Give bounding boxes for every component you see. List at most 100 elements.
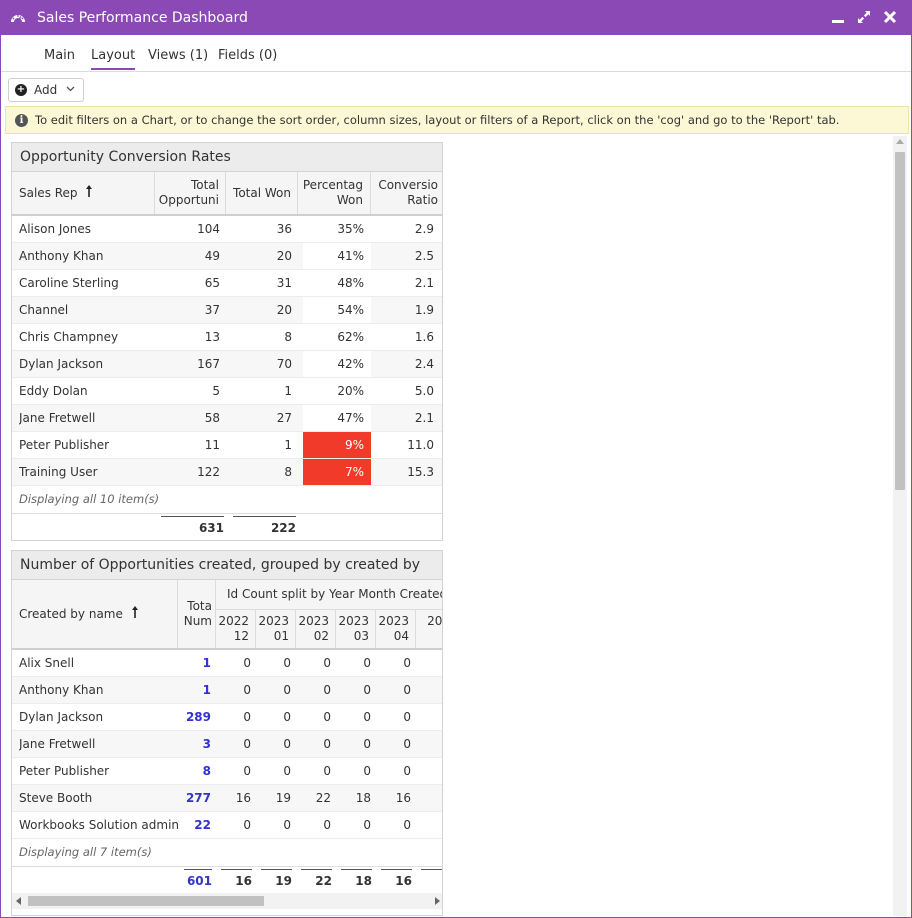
report-item-count: Displaying all 7 item(s): [12, 839, 442, 867]
table-row: Caroline Sterling 65 31 48% 2.1: [12, 270, 442, 297]
month-count-cell: [416, 758, 442, 784]
total-number-link[interactable]: 289: [185, 710, 211, 724]
created-by-name-cell: Anthony Khan: [19, 683, 104, 697]
total-number-link[interactable]: 22: [194, 818, 211, 832]
month-count-cell: 0: [243, 737, 251, 751]
percentage-won-cell: 47%: [303, 405, 371, 431]
conversion-ratio-cell: 1.6: [414, 330, 434, 344]
table-row: Alison Jones 104 36 35% 2.9: [12, 216, 442, 243]
month-count-cell: 0: [283, 710, 291, 724]
conversion-ratio-cell: 2.1: [414, 411, 434, 425]
total-won-cell: 1: [284, 384, 292, 398]
total-won-cell: 31: [276, 276, 292, 290]
vertical-scrollbar[interactable]: [893, 136, 907, 916]
column-header-conversion-ratio[interactable]: Conversio Ratio: [371, 172, 442, 214]
total-opportunities-cell: 13: [204, 330, 220, 344]
total-number-link[interactable]: 1: [202, 656, 211, 670]
total-opportunities-cell: 5: [212, 384, 220, 398]
header-line: 01: [273, 629, 289, 643]
report-body: Alix Snell 1 0 0 0 0 0 Anthony Khan 1 0 0 0 0 0 Dylan …: [12, 650, 442, 839]
window-title: Sales Performance Dashboard: [37, 10, 248, 26]
tab-views[interactable]: Views (1): [148, 48, 209, 63]
sales-rep-cell: Anthony Khan: [19, 249, 104, 263]
table-row: Dylan Jackson 167 70 42% 2.4: [12, 351, 442, 378]
table-row: Steve Booth 277 16 19 22 18 16 2: [12, 785, 442, 812]
scroll-right-arrow-icon[interactable]: [435, 897, 440, 905]
column-header-month[interactable]: 2023 01: [256, 610, 296, 648]
add-button[interactable]: + Add: [8, 78, 84, 102]
minimize-icon[interactable]: [830, 9, 846, 25]
total-number-link[interactable]: 3: [202, 737, 211, 751]
column-header-month[interactable]: 2020: [416, 610, 442, 648]
month-count-cell: 0: [363, 818, 371, 832]
total-won-cell: 20: [276, 249, 292, 263]
month-count-cell: 0: [283, 818, 291, 832]
month-count-cell: [416, 731, 442, 757]
horizontal-scroll-thumb[interactable]: [28, 896, 264, 906]
header-line: 2023: [338, 614, 369, 628]
report-totals-row: 601 16 19 22 18 16: [12, 867, 442, 891]
percentage-won-cell: 54%: [303, 297, 371, 323]
close-icon[interactable]: [882, 9, 898, 25]
month-count-cell: 19: [275, 791, 291, 805]
sales-rep-cell: Peter Publisher: [19, 438, 110, 452]
column-header-month[interactable]: 2023 04: [376, 610, 416, 648]
report-header-row: Sales Rep Total Opportuni Total Won Perc…: [12, 172, 442, 216]
column-header-percentage-won[interactable]: Percentag Won: [298, 172, 371, 214]
header-line: 02: [313, 629, 329, 643]
month-count-cell: 16: [395, 791, 411, 805]
total-number-link[interactable]: 1: [202, 683, 211, 697]
column-header-total-number[interactable]: Tota Num: [178, 580, 216, 648]
conversion-ratio-cell: 2.4: [414, 357, 434, 371]
tab-fields[interactable]: Fields (0): [218, 48, 278, 63]
month-total-sum: 19: [261, 869, 292, 889]
total-opportunities-cell: 11: [204, 438, 220, 452]
total-opportunities-cell: 122: [197, 465, 220, 479]
month-count-cell: [416, 677, 442, 703]
column-header-created-by-name[interactable]: Created by name: [12, 580, 178, 648]
column-header-month[interactable]: 2022 12: [216, 610, 256, 648]
conversion-ratio-cell: 11.0: [407, 438, 434, 452]
percentage-won-cell: 62%: [337, 330, 364, 344]
month-count-cell: 0: [323, 656, 331, 670]
column-header-total-won[interactable]: Total Won: [226, 172, 298, 214]
sort-ascending-icon: [131, 581, 139, 649]
created-by-name-cell: Dylan Jackson: [19, 710, 104, 724]
month-count-cell: 2: [416, 785, 442, 811]
scroll-left-arrow-icon[interactable]: [16, 897, 21, 905]
total-won-cell: 70: [276, 357, 292, 371]
created-by-name-cell: Peter Publisher: [19, 764, 110, 778]
column-header-sales-rep[interactable]: Sales Rep: [12, 172, 155, 214]
conversion-ratio-cell: 2.9: [414, 222, 434, 236]
dashboard-gauge-icon: [11, 15, 25, 23]
total-number-link[interactable]: 8: [202, 764, 211, 778]
total-number-link[interactable]: 277: [185, 791, 211, 805]
report-opportunity-conversion-rates: Opportunity Conversion Rates Sales Rep T…: [11, 142, 443, 541]
column-header-month[interactable]: 2023 03: [336, 610, 376, 648]
total-won-sum: 222: [233, 516, 296, 536]
table-row: Peter Publisher 11 1 9% 11.0: [12, 432, 442, 459]
table-row: Jane Fretwell 3 0 0 0 0 0: [12, 731, 442, 758]
tab-layout[interactable]: Layout: [91, 48, 136, 70]
maximize-icon[interactable]: [856, 9, 872, 25]
total-opportunities-cell: 167: [197, 357, 220, 371]
scroll-up-arrow-icon[interactable]: [896, 139, 904, 144]
total-number-sum: 601: [184, 869, 212, 889]
column-header-month[interactable]: 2023 02: [296, 610, 336, 648]
add-button-label: Add: [34, 83, 58, 97]
month-count-cell: 0: [363, 710, 371, 724]
column-header-total-opportunities[interactable]: Total Opportuni: [155, 172, 226, 214]
info-icon: i: [15, 113, 28, 127]
sales-rep-cell: Chris Champney: [19, 330, 119, 344]
vertical-scroll-thumb[interactable]: [895, 152, 905, 490]
table-row: Jane Fretwell 58 27 47% 2.1: [12, 405, 442, 432]
month-count-cell: 0: [243, 683, 251, 697]
plus-circle-icon: +: [15, 84, 27, 96]
tab-main[interactable]: Main: [44, 48, 76, 63]
header-line: 2023: [298, 614, 329, 628]
total-opportunities-cell: 65: [204, 276, 220, 290]
report-header-row: Created by name Tota Num Id Count split …: [12, 580, 442, 650]
total-won-cell: 8: [284, 465, 292, 479]
horizontal-scrollbar[interactable]: [12, 893, 442, 909]
created-by-name-cell: Workbooks Solution admin: [19, 818, 179, 832]
